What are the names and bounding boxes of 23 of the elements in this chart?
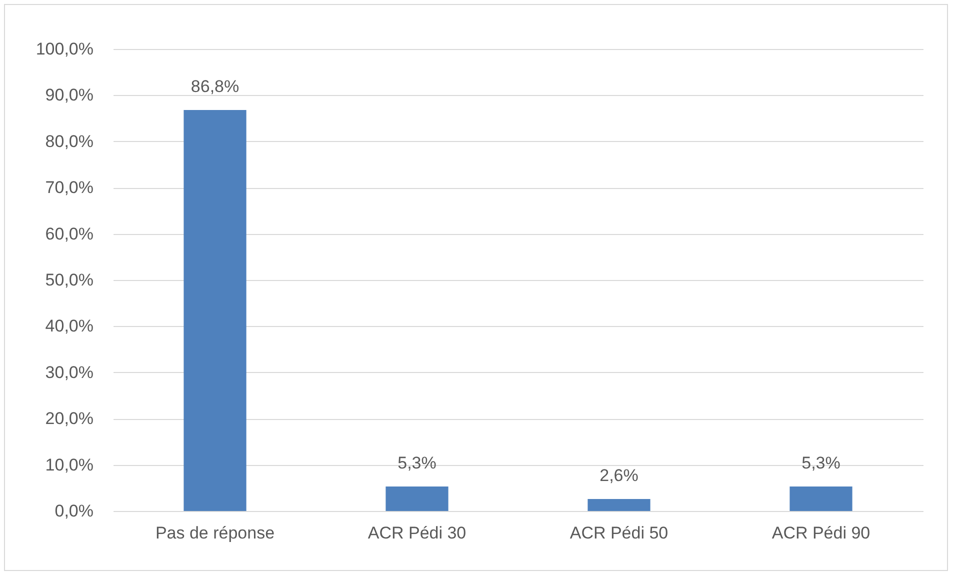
y-tick-label: 90,0% xyxy=(45,86,94,105)
x-tick-label: ACR Pédi 30 xyxy=(368,524,466,542)
x-tick-label: ACR Pédi 90 xyxy=(772,524,870,542)
bar xyxy=(790,486,852,511)
y-tick-label: 40,0% xyxy=(45,316,94,336)
y-tick-label: 100,0% xyxy=(36,40,94,58)
y-tick-label: 30,0% xyxy=(45,362,94,382)
y-tick-label: 20,0% xyxy=(45,409,94,428)
bar xyxy=(184,110,246,511)
x-tick-label: ACR Pédi 50 xyxy=(570,524,668,542)
y-tick-label: 80,0% xyxy=(45,132,94,151)
data-label: 5,3% xyxy=(398,454,436,473)
x-tick-label: Pas de réponse xyxy=(155,524,275,542)
data-label: 2,6% xyxy=(600,466,638,485)
y-tick-label: 70,0% xyxy=(45,178,94,198)
data-label: 86,8% xyxy=(190,76,240,96)
y-tick-label: 50,0% xyxy=(45,270,94,290)
y-tick-label: 10,0% xyxy=(45,455,94,474)
bar xyxy=(386,486,448,511)
bar xyxy=(588,498,650,511)
y-tick-label: 0,0% xyxy=(54,502,94,520)
y-tick-label: 60,0% xyxy=(45,224,94,244)
data-label: 5,3% xyxy=(802,454,840,473)
